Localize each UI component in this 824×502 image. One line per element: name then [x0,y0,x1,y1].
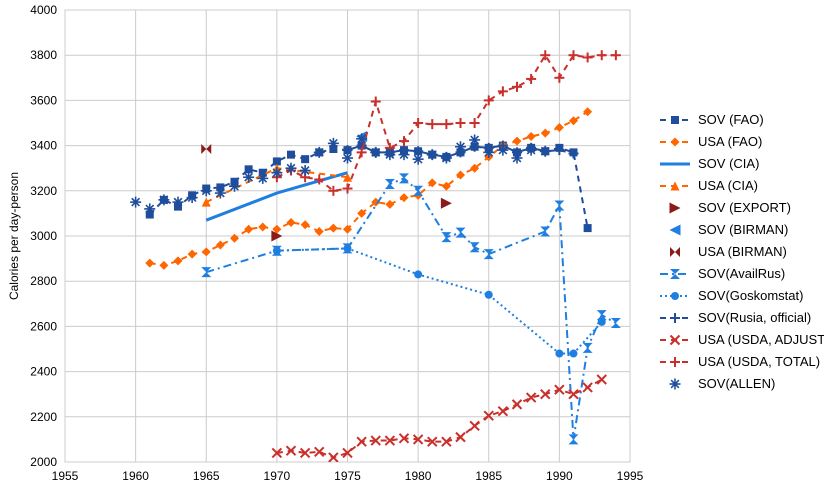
y-tick-label: 3200 [30,184,57,198]
legend-label: SOV (FAO) [698,112,764,127]
legend-label: SOV(Goskomstat) [698,288,803,303]
y-tick-label: 3400 [30,139,57,153]
legend-label: SOV(AvailRus) [698,266,785,281]
legend-label: SOV(Rusia, official) [698,310,811,325]
x-tick-label: 1965 [193,469,220,483]
legend-label: USA (USDA, ADJUSTED) [698,332,824,347]
y-tick-label: 3800 [30,48,57,62]
x-tick-label: 1960 [122,469,149,483]
legend-label: USA (CIA) [698,178,758,193]
x-tick-label: 1995 [617,469,644,483]
x-tick-label: 1980 [405,469,432,483]
y-tick-label: 3000 [30,229,57,243]
y-tick-label: 2000 [30,455,57,469]
legend-label: USA (BIRMAN) [698,244,787,259]
calorie-chart: 2000 2200 2400 2600 2800 3000 3200 3400 3600 3800… [0,0,824,502]
legend-label: SOV (EXPORT) [698,200,791,215]
legend-label: USA (FAO) [698,134,762,149]
x-tick-label: 1985 [475,469,502,483]
legend-label: USA (USDA, TOTAL) [698,354,820,369]
y-tick-label: 2200 [30,410,57,424]
legend-label: SOV(ALLEN) [698,376,775,391]
legend-label: SOV (BIRMAN) [698,222,788,237]
y-tick-label: 2800 [30,274,57,288]
x-tick-label: 1975 [334,469,361,483]
y-tick-label: 2600 [30,319,57,333]
y-axis-title: Calories per day-person [7,172,21,300]
legend-label: SOV (CIA) [698,156,759,171]
y-tick-label: 2400 [30,365,57,379]
x-tick-label: 1970 [264,469,291,483]
y-tick-label: 3600 [30,93,57,107]
x-tick-label: 1955 [52,469,79,483]
x-tick-label: 1990 [546,469,573,483]
y-tick-label: 4000 [30,3,57,17]
